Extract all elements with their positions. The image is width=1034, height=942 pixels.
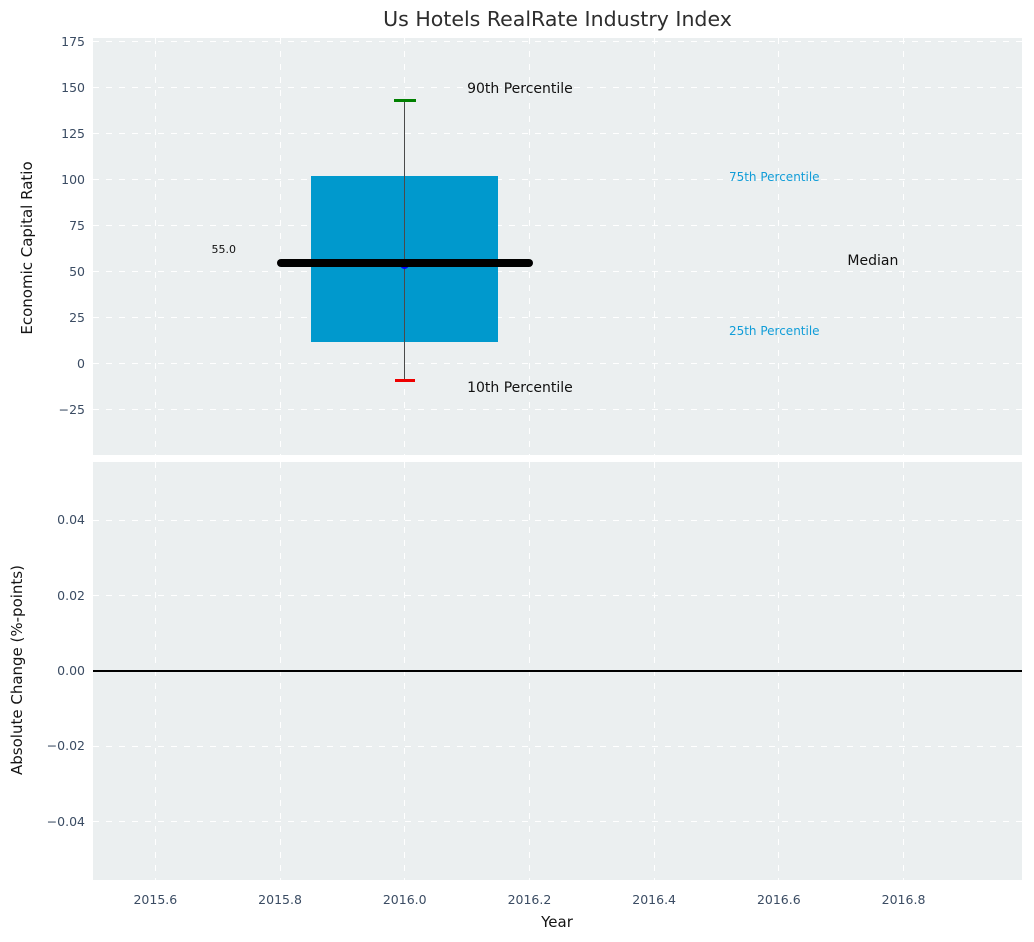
- x-tick-label: 2015.8: [258, 892, 302, 907]
- y-tick-label: 125: [61, 125, 85, 141]
- y-tick-label: 75: [69, 217, 85, 233]
- y-tick-label: 150: [61, 79, 85, 95]
- annotation-median: Median: [847, 252, 899, 269]
- cap-10th-percentile: [394, 379, 415, 382]
- x-tick-label: 2015.6: [133, 892, 178, 907]
- y-tick-label: 0: [77, 355, 85, 371]
- y-tick-label: −0.02: [46, 738, 85, 754]
- y-tick-label: 175: [61, 33, 85, 49]
- y-tick-label: −25: [58, 401, 85, 417]
- x-tick-label: 2016.0: [382, 892, 427, 907]
- cap-90th-percentile: [393, 99, 416, 103]
- x-axis-label: Year: [541, 913, 573, 931]
- x-tick-label: 2016.6: [756, 892, 801, 907]
- y-tick-label: 50: [69, 263, 85, 279]
- annotation-90th-percentile: 90th Percentile: [467, 81, 573, 98]
- x-tick-label: 2016.2: [507, 892, 552, 907]
- y-axis-label-bottom: Absolute Change (%-points): [8, 565, 26, 775]
- x-tick-label: 2016.8: [881, 892, 926, 907]
- y-tick-label: 0.02: [57, 587, 85, 603]
- y-tick-label: −0.04: [46, 813, 85, 829]
- annotation-75th-percentile: 75th Percentile: [728, 170, 820, 185]
- median-line: [276, 258, 533, 267]
- y-tick-label: 0.04: [57, 512, 85, 528]
- y-tick-label: 0.00: [57, 663, 85, 678]
- y-tick-label: 100: [61, 171, 85, 187]
- y-tick-label: 25: [69, 309, 85, 325]
- chart-title: Us Hotels RealRate Industry Index: [383, 7, 732, 31]
- whisker-line: [403, 100, 406, 381]
- annotation-25th-percentile: 25th Percentile: [728, 323, 820, 338]
- plot-area: [93, 38, 1022, 455]
- annotation-55-0: 55.0: [211, 242, 236, 256]
- annotation-10th-percentile: 10th Percentile: [467, 379, 573, 396]
- zero-line: [93, 670, 1022, 672]
- x-tick-label: 2016.4: [632, 892, 677, 907]
